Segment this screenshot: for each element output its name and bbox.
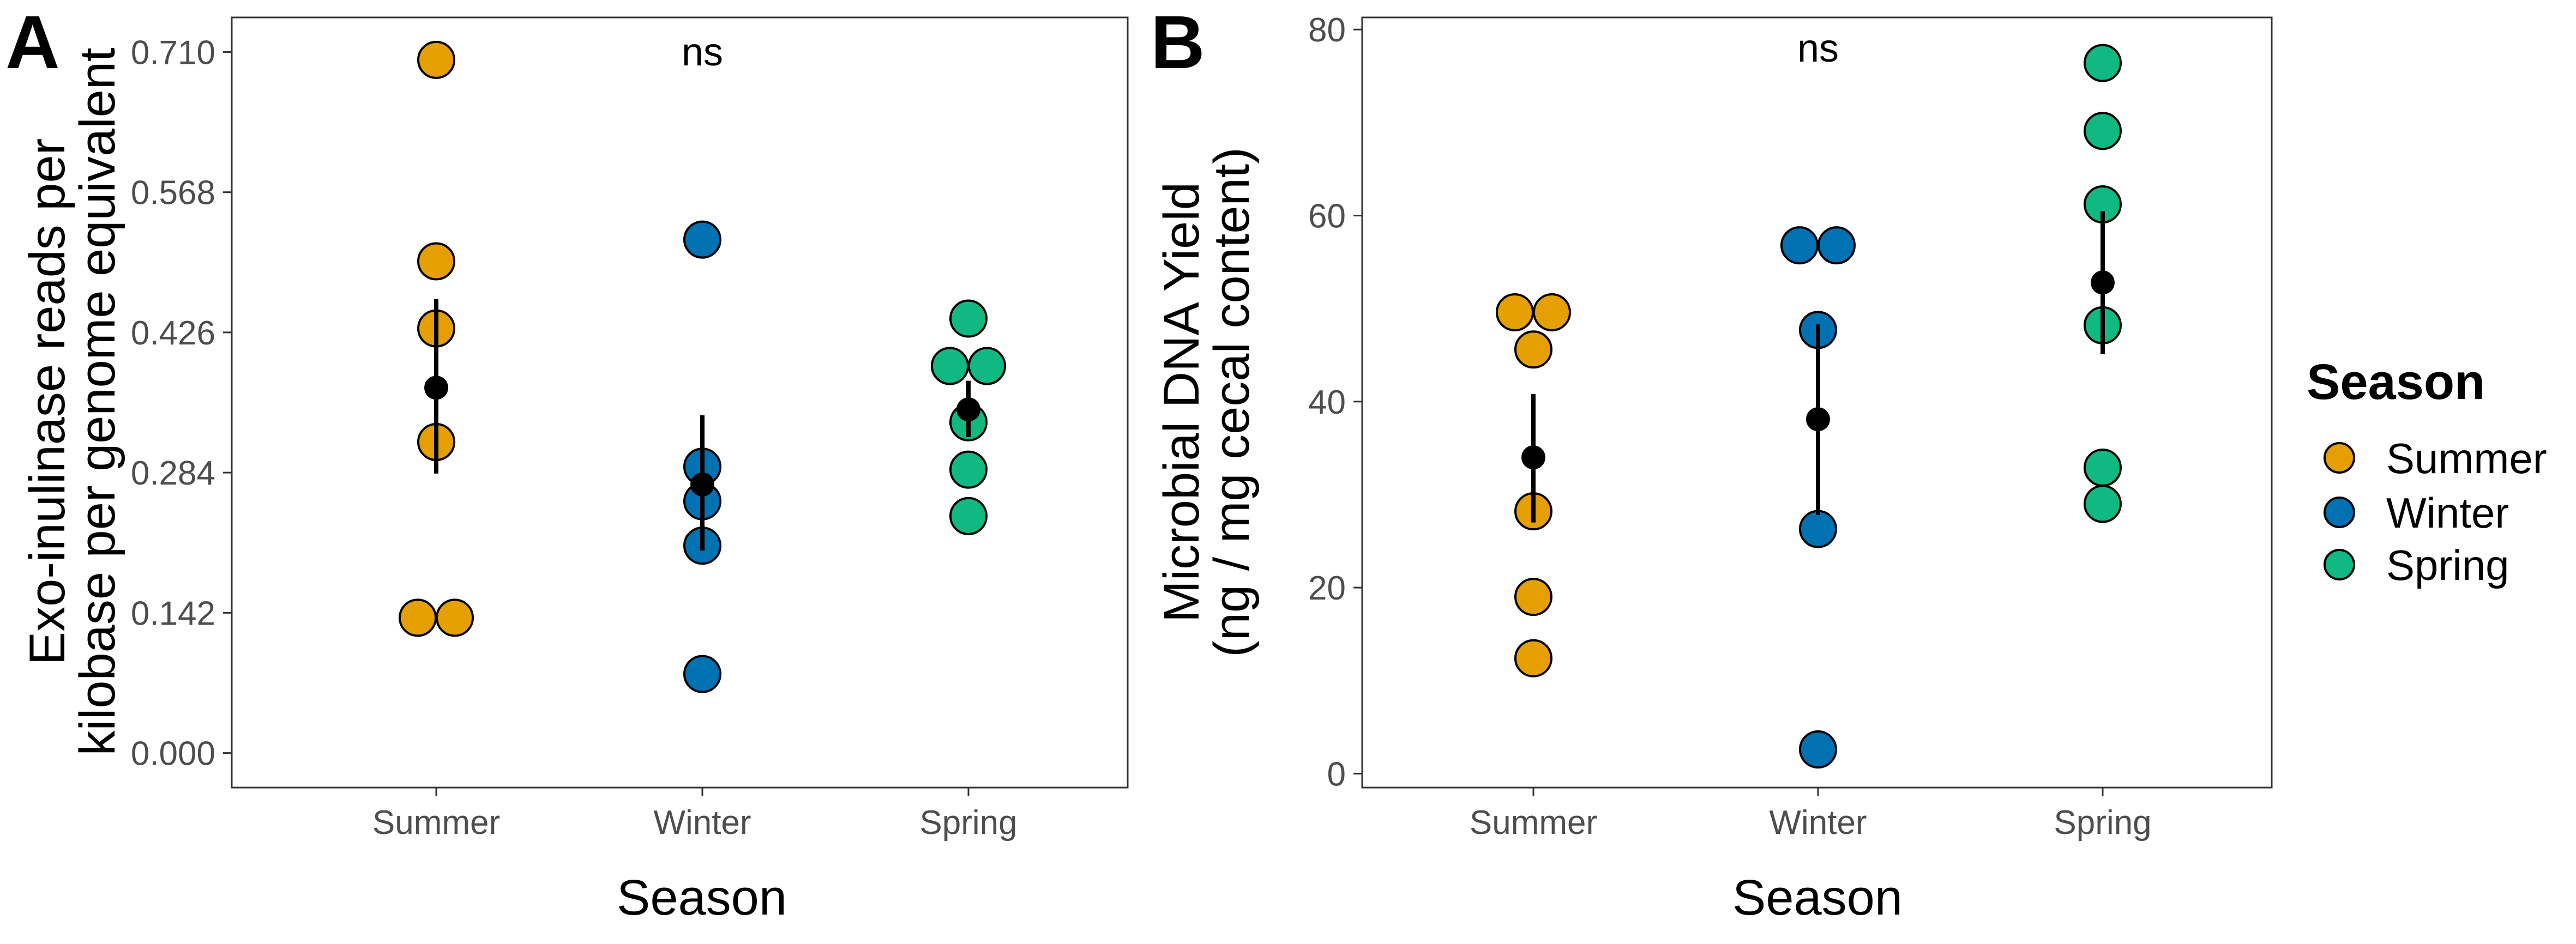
x-tick-label: Winter (653, 804, 751, 842)
x-tick-label: Summer (372, 804, 500, 842)
y-tick-label: 0.568 (131, 174, 215, 212)
y-tick-label: 0.284 (131, 455, 215, 492)
panel-b-y-title-line1: Microbial DNA Yield (1154, 182, 1209, 622)
panel-a-annotation: ns (682, 31, 723, 74)
data-point-spring (949, 450, 988, 489)
y-tick-label: 0 (1327, 755, 1346, 793)
legend-label-summer: Summer (2386, 434, 2547, 482)
data-point-summer (399, 598, 437, 637)
data-point-summer (417, 242, 455, 281)
data-point-winter (1799, 730, 1837, 769)
panel-b-y-axis: 0 20 40 60 80 (1308, 11, 1362, 793)
data-point-winter (1817, 226, 1856, 265)
legend-key-winter (2324, 497, 2355, 528)
legend-label-spring: Spring (2386, 541, 2509, 589)
data-point-summer (1514, 578, 1552, 616)
legend-label-winter: Winter (2386, 489, 2509, 537)
data-point-spring (949, 497, 988, 535)
panel-a-x-title: Season (617, 870, 787, 925)
y-tick-label: 0.142 (131, 595, 215, 632)
mean-point-summer (424, 376, 448, 400)
panel-a-y-title-line1: Exo-inulinase reads per (20, 138, 75, 665)
panel-b-y-title-line2: (ng / mg cecal content) (1204, 147, 1260, 657)
legend-key-spring (2324, 549, 2355, 580)
data-point-summer (1514, 639, 1552, 677)
data-point-summer (417, 40, 455, 79)
y-tick-label: 0.426 (131, 314, 215, 352)
legend: Season Summer Winter Spring (2307, 354, 2547, 589)
data-point-spring (2084, 112, 2122, 150)
x-tick-label: Summer (1470, 804, 1597, 842)
panel-b-frame (1361, 16, 2273, 789)
y-tick-label: 20 (1308, 570, 1346, 607)
panel-a-summary (424, 299, 980, 551)
y-tick-label: 60 (1308, 197, 1346, 235)
panel-a: A 0.000 0.142 0.284 0.426 0.568 0.710 Summer W… (5, 1, 1129, 925)
data-point-winter (683, 655, 721, 693)
data-point-spring (2084, 485, 2122, 523)
mean-point-summer (1521, 445, 1545, 470)
panel-a-x-axis: Summer Winter Spring (372, 788, 1018, 842)
data-point-spring (931, 347, 969, 385)
panel-a-points (399, 40, 1006, 693)
data-point-spring (949, 299, 988, 338)
data-point-summer (1496, 293, 1534, 331)
mean-point-winter (1806, 407, 1830, 432)
panel-b-x-title: Season (1732, 870, 1903, 925)
mean-point-spring (956, 397, 980, 422)
panel-a-y-title-line2: kilobase per genome equivalent (70, 47, 125, 755)
legend-title: Season (2307, 354, 2485, 410)
data-point-spring (2084, 448, 2122, 487)
y-tick-label: 80 (1308, 11, 1346, 49)
data-point-winter (1799, 510, 1837, 548)
data-point-winter (1780, 226, 1819, 265)
y-tick-label: 0.000 (131, 735, 215, 773)
mean-point-spring (2091, 270, 2115, 295)
x-tick-label: Spring (919, 804, 1017, 842)
panel-b-summary (1521, 210, 2115, 523)
panel-b-letter: B (1151, 1, 1205, 84)
panel-b: B 0 20 40 60 80 Summer Winter Spring ns Season… (1151, 1, 2273, 925)
legend-key-summer (2324, 442, 2355, 474)
panel-b-x-axis: Summer Winter Spring (1470, 788, 2152, 842)
mean-point-winter (690, 472, 714, 497)
panel-a-frame (231, 16, 1129, 789)
x-tick-label: Spring (2054, 804, 2151, 842)
data-point-spring (2084, 44, 2122, 82)
y-tick-label: 40 (1308, 384, 1346, 421)
data-point-summer (1533, 293, 1571, 331)
data-point-summer (436, 598, 474, 637)
panel-a-letter: A (5, 1, 60, 84)
panel-a-y-axis: 0.000 0.142 0.284 0.426 0.568 0.710 (131, 34, 232, 773)
data-point-summer (1514, 330, 1552, 369)
y-tick-label: 0.710 (131, 34, 215, 71)
panel-b-points (1496, 44, 2122, 769)
data-point-spring (968, 347, 1006, 385)
data-point-winter (683, 220, 721, 259)
x-tick-label: Winter (1769, 804, 1867, 842)
panel-b-annotation: ns (1797, 27, 1839, 70)
